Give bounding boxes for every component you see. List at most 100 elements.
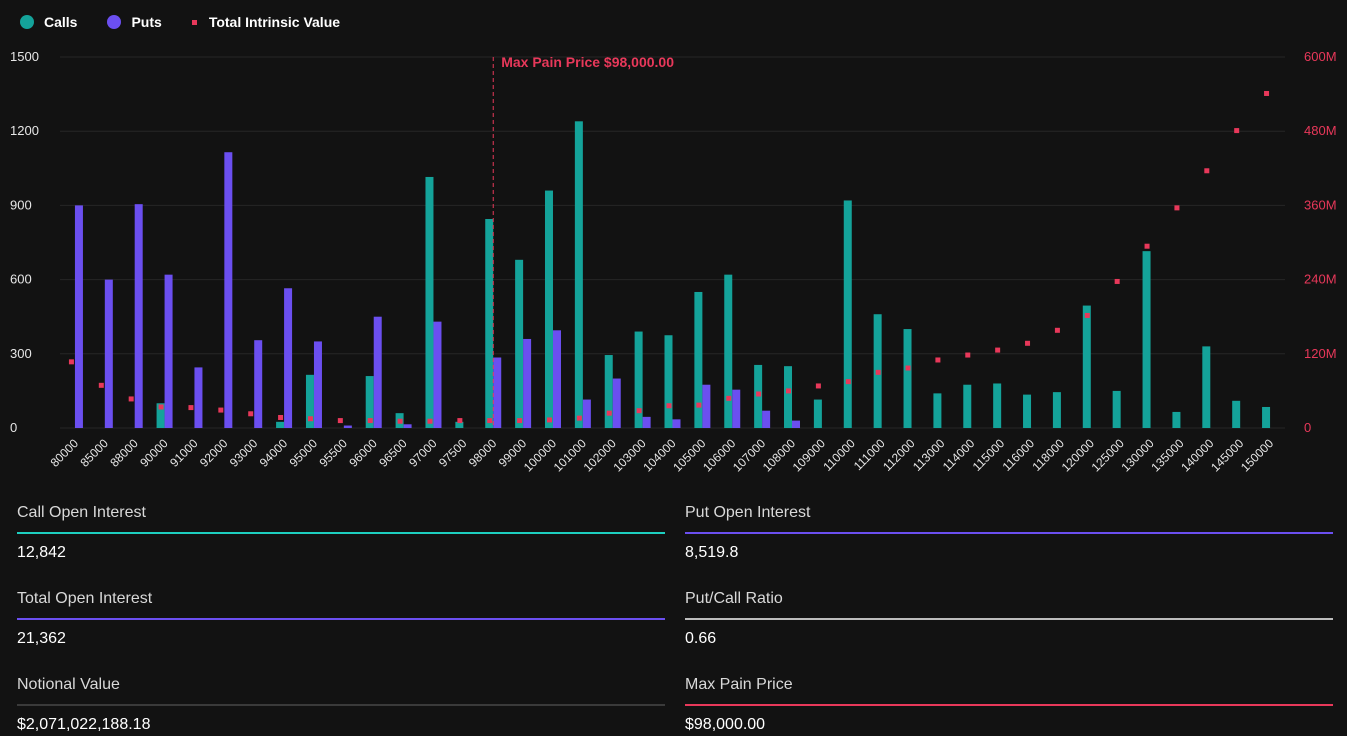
intrinsic-square-icon <box>191 19 197 25</box>
stat-value: $2,071,022,188.18 <box>17 716 151 733</box>
put-bar <box>373 316 382 428</box>
intrinsic-point <box>1144 243 1150 249</box>
call-bar <box>485 219 494 428</box>
right-tick-label: 480M <box>1304 123 1337 138</box>
stat-underline <box>17 532 665 534</box>
x-tick-label: 114000 <box>940 436 978 474</box>
put-bar <box>642 416 651 428</box>
call-bar <box>813 399 822 428</box>
call-bar <box>544 190 553 428</box>
legend-calls-label: Calls <box>44 14 78 30</box>
intrinsic-point <box>696 402 702 408</box>
call-bar <box>425 176 434 428</box>
put-bar <box>313 341 322 428</box>
call-bar <box>455 421 464 428</box>
stat-value: 8,519.8 <box>685 544 739 561</box>
intrinsic-point <box>1025 340 1031 346</box>
intrinsic-point <box>905 365 911 371</box>
x-tick-label: 88000 <box>107 436 141 470</box>
intrinsic-point <box>337 418 343 424</box>
legend-calls[interactable]: Calls <box>20 14 77 30</box>
chart-legend: Calls Puts Total Intrinsic Value <box>20 14 370 30</box>
intrinsic-point <box>576 415 582 421</box>
x-tick-label: 95000 <box>287 436 321 470</box>
call-bar <box>1112 390 1121 428</box>
stat-total-open-interest: Total Open Interest 21,362 <box>17 586 665 650</box>
call-bar <box>1052 392 1061 428</box>
put-bar <box>672 419 681 428</box>
intrinsic-point <box>546 417 552 423</box>
x-tick-label: 150000 <box>1238 436 1276 474</box>
call-bar <box>276 421 285 428</box>
put-bar <box>433 321 442 428</box>
left-tick-label: 0 <box>10 420 17 435</box>
intrinsic-point <box>248 411 254 417</box>
put-bar <box>194 367 203 428</box>
intrinsic-point <box>128 396 134 402</box>
intrinsic-point <box>98 382 104 388</box>
intrinsic-point <box>1114 278 1120 284</box>
x-tick-label: 85000 <box>77 436 111 470</box>
call-bar <box>1142 251 1151 428</box>
call-bar <box>1172 411 1181 428</box>
put-bar <box>732 389 741 428</box>
call-bar <box>156 403 165 428</box>
intrinsic-point <box>666 403 672 409</box>
intrinsic-point <box>158 404 164 410</box>
x-tick-label: 115000 <box>970 436 1008 474</box>
calls-dot-icon <box>20 15 34 29</box>
stat-underline <box>685 532 1333 534</box>
right-tick-label: 240M <box>1304 272 1337 287</box>
intrinsic-point <box>1054 327 1060 333</box>
x-tick-label: 95500 <box>316 436 350 470</box>
call-bar <box>993 383 1002 428</box>
call-bar <box>1202 346 1211 428</box>
call-bar <box>574 121 583 428</box>
x-tick-label: 116000 <box>1000 436 1038 474</box>
put-bar <box>523 338 532 428</box>
put-bar <box>612 378 621 428</box>
intrinsic-point <box>367 418 373 424</box>
put-bar <box>74 205 83 428</box>
intrinsic-point <box>457 418 463 424</box>
x-tick-label: 98000 <box>466 436 500 470</box>
legend-intrinsic[interactable]: Total Intrinsic Value <box>191 14 340 30</box>
intrinsic-point <box>1174 205 1180 211</box>
legend-puts[interactable]: Puts <box>107 14 162 30</box>
call-bar <box>664 335 673 428</box>
put-bar <box>552 330 561 428</box>
call-bar <box>843 200 852 428</box>
stat-underline <box>685 704 1333 706</box>
right-tick-label: 600M <box>1304 49 1337 64</box>
intrinsic-point <box>517 418 523 424</box>
left-tick-label: 600 <box>10 272 32 287</box>
call-bar <box>1023 394 1032 428</box>
intrinsic-point <box>935 357 941 363</box>
x-tick-label: 112000 <box>880 436 918 474</box>
stat-underline <box>17 704 665 706</box>
put-bar <box>792 420 801 428</box>
intrinsic-point <box>995 347 1001 353</box>
intrinsic-point <box>427 418 433 424</box>
right-tick-label: 360M <box>1304 197 1337 212</box>
intrinsic-point <box>218 407 224 413</box>
call-bar <box>784 366 793 428</box>
intrinsic-point <box>786 388 792 394</box>
stat-value: 12,842 <box>17 544 66 561</box>
intrinsic-point <box>815 383 821 389</box>
right-tick-label: 0 <box>1304 420 1311 435</box>
x-tick-label: 90000 <box>137 436 171 470</box>
intrinsic-point <box>1204 168 1210 174</box>
x-tick-label: 110000 <box>820 436 858 474</box>
x-tick-label: 94000 <box>257 436 291 470</box>
stat-value: 0.66 <box>685 630 717 647</box>
call-bar <box>365 376 374 428</box>
put-bar <box>762 410 771 428</box>
put-bar <box>224 152 233 428</box>
intrinsic-point <box>756 391 762 397</box>
call-bar <box>515 259 524 428</box>
put-bar <box>493 357 502 428</box>
put-bar <box>164 274 173 428</box>
put-bar <box>254 340 263 428</box>
call-bar <box>305 374 314 428</box>
